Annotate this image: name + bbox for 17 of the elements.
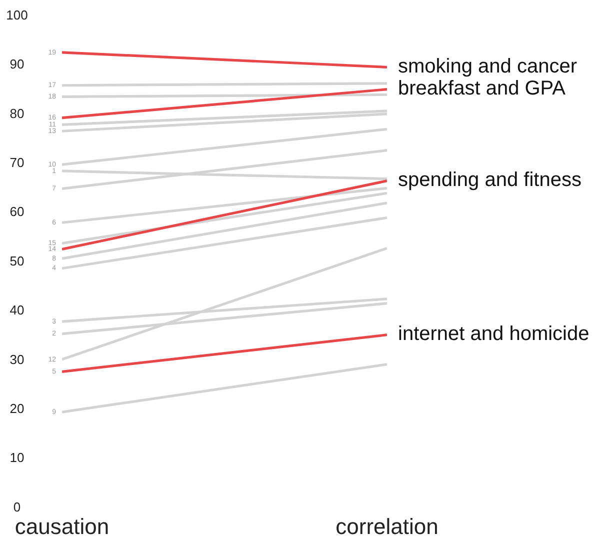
x-tick-label: correlation (336, 514, 438, 539)
y-tick-label: 0 (13, 499, 21, 514)
y-tick-label: 90 (10, 56, 24, 72)
y-tick-label: 50 (10, 253, 24, 268)
y-tick-label: 80 (10, 106, 24, 121)
y-tick-label: 60 (10, 204, 24, 220)
y-tick-label: 40 (10, 302, 24, 318)
y-tick-label: 100 (6, 7, 28, 22)
annotation: internet and homicide (398, 323, 590, 346)
x-tick-label: causation (14, 514, 110, 539)
annotation: smoking and cancer (398, 55, 578, 78)
annotation: breakfast and GPA (398, 78, 566, 100)
y-tick-label: 20 (10, 401, 24, 416)
annotation: spending and fitness (398, 169, 582, 192)
y-tick-label: 30 (10, 352, 24, 367)
y-tick-label: 70 (10, 155, 24, 170)
y-tick-label: 10 (10, 450, 24, 466)
